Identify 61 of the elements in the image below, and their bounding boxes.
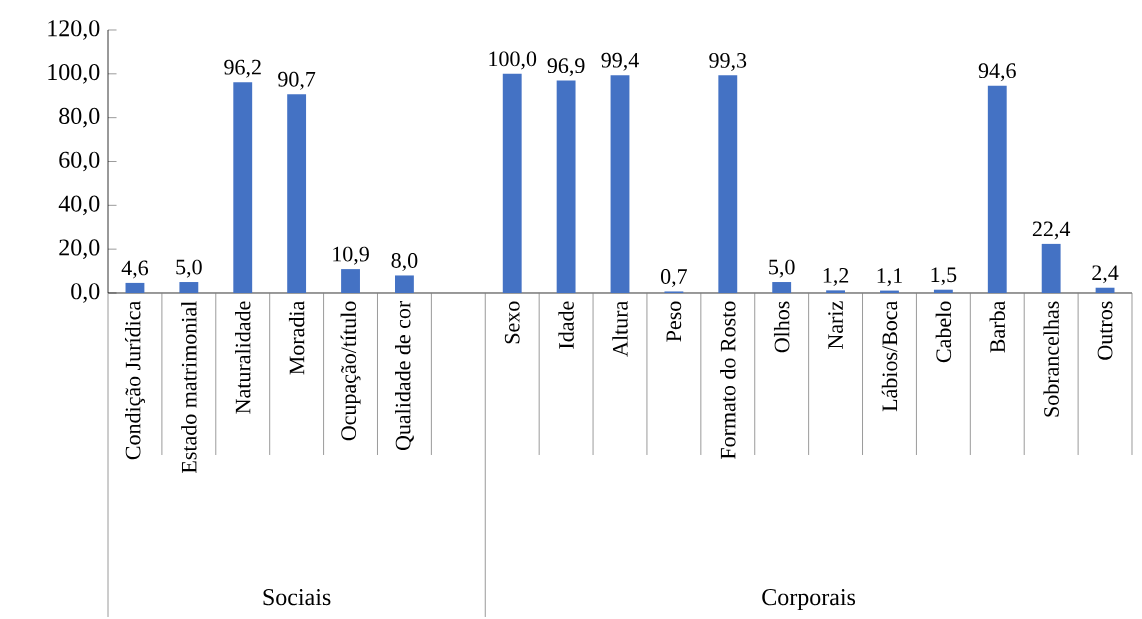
data-label: 0,7 bbox=[660, 269, 687, 288]
bar bbox=[1041, 243, 1061, 293]
data-label: 99,4 bbox=[601, 52, 639, 71]
x-tick-label: Qualidade de cor bbox=[395, 300, 414, 451]
x-tick-label: Altura bbox=[612, 301, 628, 357]
bar bbox=[772, 282, 792, 293]
text: Sociais bbox=[263, 589, 331, 606]
bar bbox=[233, 82, 253, 293]
bar bbox=[826, 290, 846, 293]
x-tick-label: Estado matrimonial bbox=[181, 301, 197, 473]
y-tick-label: 40,0 bbox=[58, 195, 100, 216]
data-label: 2,4 bbox=[1092, 265, 1119, 284]
data-label: 94,6 bbox=[978, 63, 1016, 82]
y-tick-label: 60,0 bbox=[59, 151, 100, 172]
y-tick-label: 20,0 bbox=[59, 239, 100, 259]
bar bbox=[179, 282, 199, 293]
data-label: 4,6 bbox=[121, 260, 149, 279]
data-label: 1,2 bbox=[823, 268, 849, 286]
x-tick-label: Sobrancelhas bbox=[1043, 301, 1059, 417]
x-tick-label: Formato do Rosto bbox=[720, 301, 736, 459]
x-tick-label: Idade bbox=[558, 301, 574, 349]
data-label: 99,3 bbox=[709, 53, 747, 71]
x-tick-label: Naturalidade bbox=[235, 301, 251, 414]
x-tick-label: Olhos bbox=[773, 301, 790, 353]
y-tick-label: 80,0 bbox=[59, 107, 100, 128]
bar bbox=[610, 75, 630, 293]
bar bbox=[502, 73, 522, 293]
data-label: 100,0 bbox=[489, 51, 537, 70]
data-label: 5,0 bbox=[769, 259, 795, 278]
bar bbox=[341, 269, 360, 293]
bar bbox=[987, 85, 1007, 293]
bar bbox=[125, 282, 145, 293]
y-tick-label: 0,0 bbox=[71, 283, 100, 303]
data-label: 1,1 bbox=[877, 268, 902, 287]
data-label: 22,4 bbox=[1032, 221, 1071, 240]
x-tick-label: Moradia bbox=[288, 301, 305, 375]
x-tick-label: Condição Jurídica bbox=[124, 301, 145, 460]
x-tick-label: Nariz bbox=[828, 301, 843, 349]
x-tick-label: Outros bbox=[1097, 301, 1113, 360]
data-label: 96,9 bbox=[547, 58, 585, 77]
x-tick-label: Lábios/Boca bbox=[881, 301, 898, 412]
x-tick-label: Sexo bbox=[504, 301, 520, 344]
bar bbox=[933, 289, 953, 293]
bar bbox=[1095, 287, 1115, 293]
y-tick-label: 120,0 bbox=[48, 20, 100, 40]
data-label: 90,7 bbox=[278, 71, 316, 90]
x-tick-label: Peso bbox=[666, 301, 682, 342]
text: Corporais bbox=[762, 589, 856, 611]
x-tick-label: Cabelo bbox=[935, 301, 952, 363]
bar bbox=[718, 75, 738, 293]
bar bbox=[394, 275, 414, 293]
x-tick-label: Ocupação/título bbox=[340, 301, 361, 441]
data-label: 8,0 bbox=[391, 253, 418, 272]
y-tick-label: 100,0 bbox=[48, 63, 100, 84]
data-label: 5,0 bbox=[176, 259, 202, 278]
data-label: 10,9 bbox=[333, 246, 369, 265]
data-label: 1,5 bbox=[931, 267, 957, 286]
x-tick-label: Barba bbox=[989, 301, 1006, 353]
bar bbox=[556, 80, 576, 293]
data-label: 96,2 bbox=[224, 59, 261, 78]
bar bbox=[287, 94, 307, 293]
